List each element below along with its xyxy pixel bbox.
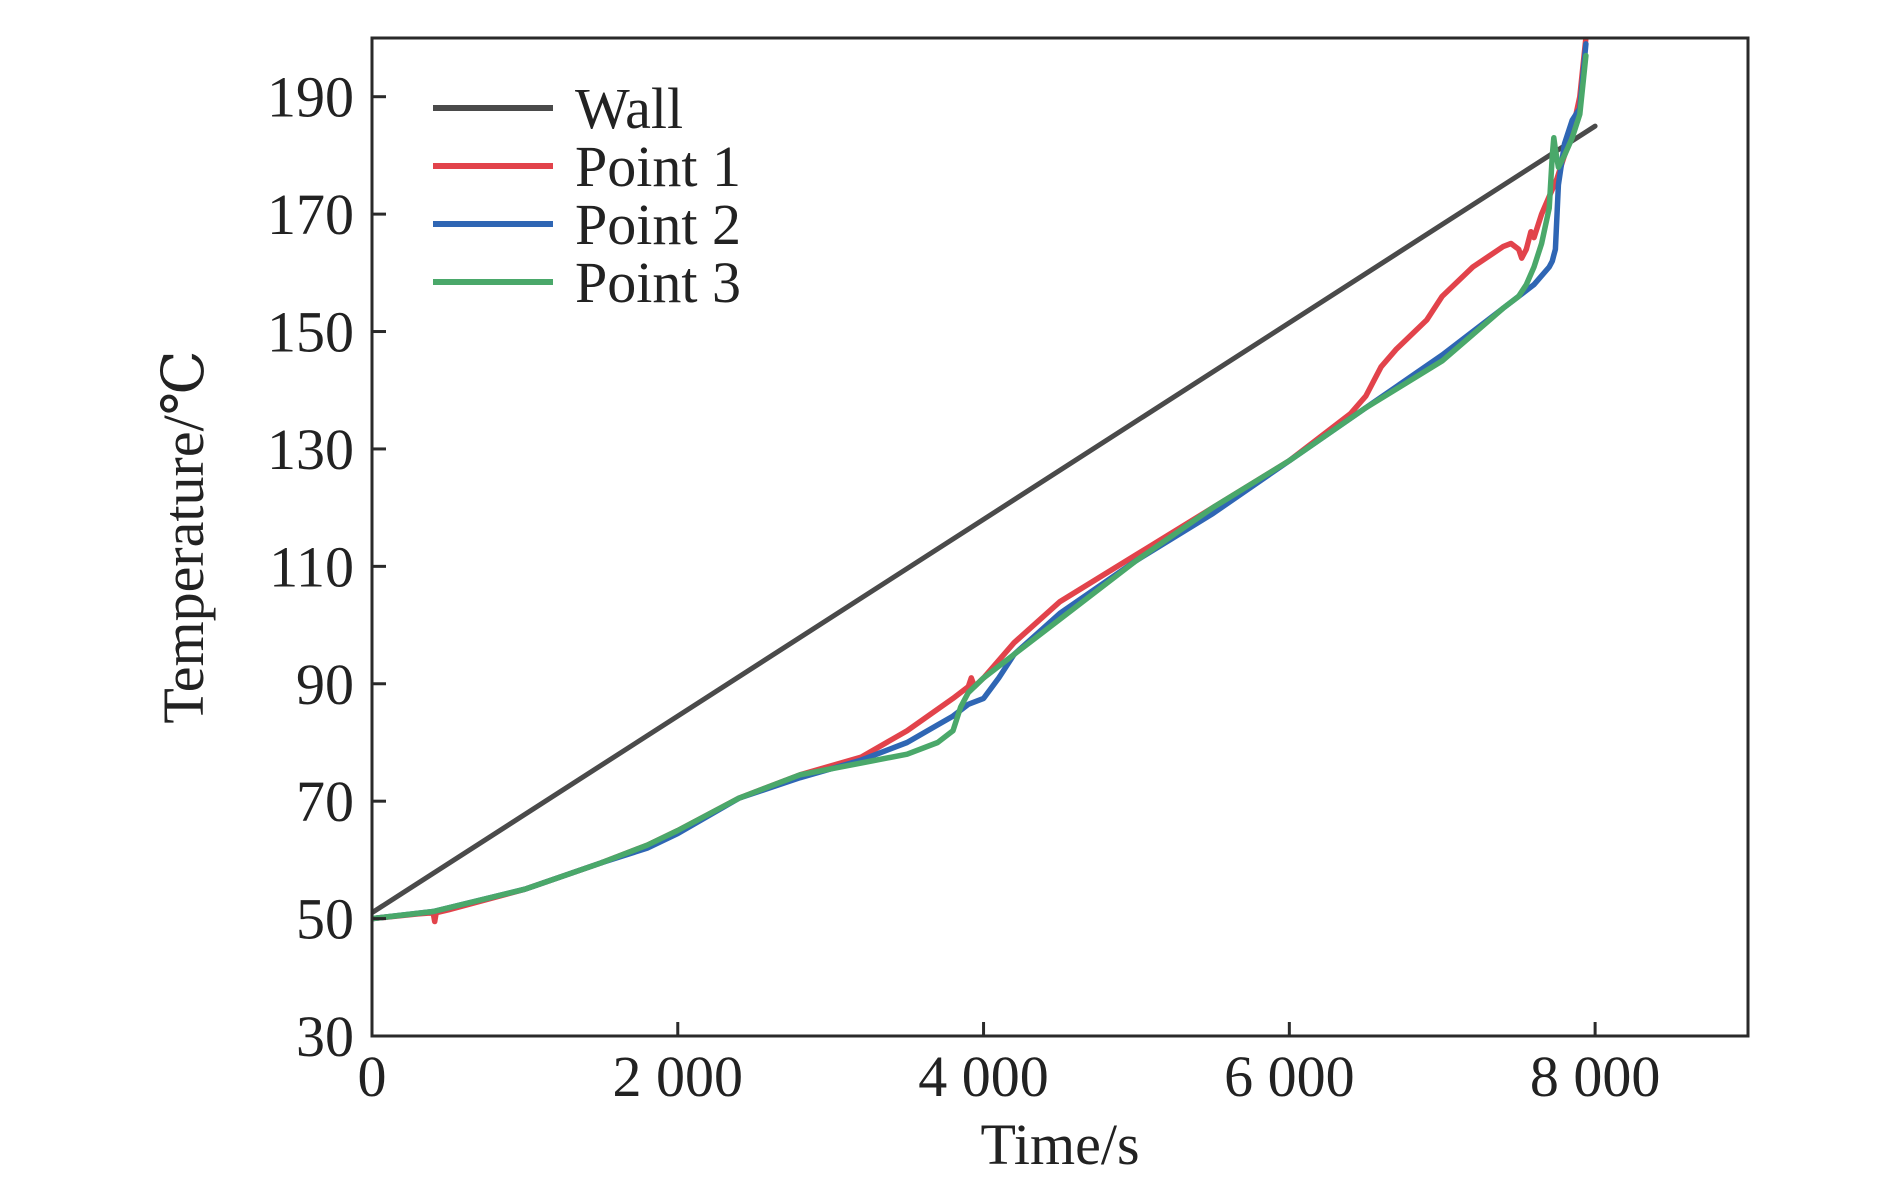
legend-label: Point 1 (575, 134, 741, 199)
y-tick-label: 90 (296, 652, 354, 717)
legend-label: Wall (575, 76, 683, 141)
x-tick-label: 6 000 (1224, 1044, 1355, 1109)
series-line-point-1 (372, 38, 1589, 925)
y-tick-label: 70 (296, 769, 354, 834)
x-tick-label: 2 000 (613, 1044, 744, 1109)
y-axis-title: Temperature/℃ (151, 350, 216, 723)
axis-ticks: 0 2 000 4 000 6 000 8 000 30 50 70 90 110 130 150 17… (267, 65, 1660, 1109)
legend-label: Point 3 (575, 250, 741, 315)
series-line-wall (372, 123, 1598, 916)
x-tick-label: 4 000 (918, 1044, 1049, 1109)
series-layer (372, 38, 1598, 925)
x-tick-label: 8 000 (1530, 1044, 1661, 1109)
x-axis-title: Time/s (980, 1112, 1139, 1177)
y-tick-label: 150 (267, 300, 354, 365)
y-tick-label: 190 (267, 65, 354, 130)
y-tick-label: 130 (267, 417, 354, 482)
y-tick-label: 50 (296, 887, 354, 952)
y-tick-label: 170 (267, 182, 354, 247)
plot-frame (370, 36, 1750, 1038)
y-tick-label: 30 (296, 1004, 354, 1069)
x-tick-label: 0 (358, 1044, 387, 1109)
series-line-point-2 (372, 41, 1589, 922)
series-line-point-3 (372, 52, 1589, 922)
y-tick-label: 110 (269, 534, 354, 599)
legend-label: Point 2 (575, 192, 741, 257)
